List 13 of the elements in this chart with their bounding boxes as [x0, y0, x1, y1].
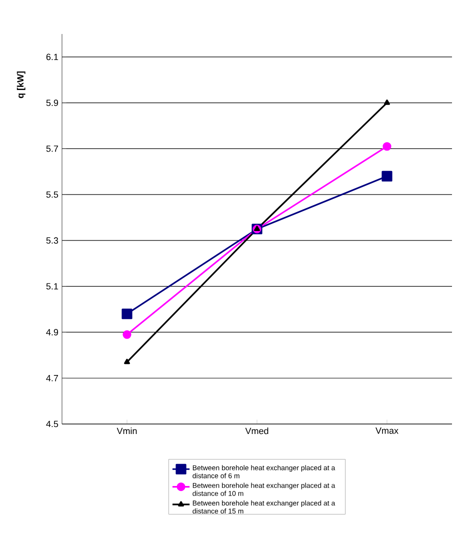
- y-tick-label: 5.5: [46, 191, 58, 198]
- x-tick-label: Vmin: [116, 428, 137, 434]
- x-tick-label: Vmed: [245, 428, 268, 434]
- y-tick-label: 5.3: [46, 237, 58, 244]
- y-tick-label: 5.7: [46, 146, 58, 152]
- y-tick-label: 4.9: [46, 329, 58, 336]
- y-tick-label: 5.9: [46, 100, 58, 106]
- x-tick-label: Vmax: [376, 428, 398, 434]
- y-tick-label: 4.5: [46, 420, 58, 428]
- y-axis-title: q [kW]: [16, 71, 26, 98]
- y-tick-label: 6.1: [46, 54, 58, 60]
- y-tick-label: 5.1: [46, 283, 58, 290]
- y-tick-label: 4.7: [46, 375, 58, 382]
